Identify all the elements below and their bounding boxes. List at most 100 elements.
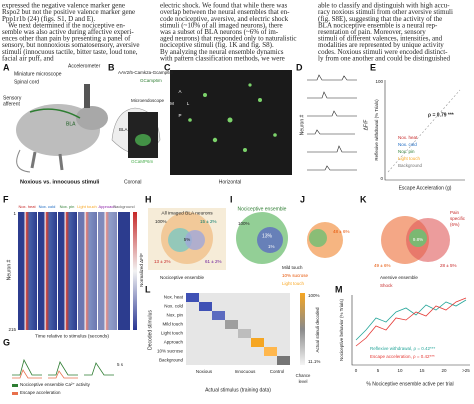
mouse-illustration xyxy=(16,84,108,173)
body-line: nociceptive stimuli (fig. 1K and fig. S8… xyxy=(160,41,274,49)
venn-circle xyxy=(309,229,327,247)
text-layer: expressed the negative valence marker ge… xyxy=(2,2,470,396)
figure-text: Nociceptive ensemble xyxy=(238,206,287,212)
figure-text: Nox. cold xyxy=(39,204,56,209)
figure-text: Spinal cord xyxy=(14,79,39,85)
figure-text: 100% xyxy=(155,219,167,224)
cell xyxy=(243,148,247,152)
heatmap-column xyxy=(38,212,57,330)
withdrawal-line xyxy=(355,299,467,341)
confusion-matrix xyxy=(186,293,305,365)
cell xyxy=(212,137,218,143)
figure-text: 61 ± 2% xyxy=(205,259,221,264)
figure-text: 0 xyxy=(380,176,383,181)
venn-circle xyxy=(168,228,192,252)
body-line: (fig. S8E), suggesting that the activity… xyxy=(318,15,442,23)
panel-label: C xyxy=(164,62,171,72)
axes xyxy=(384,80,465,181)
body-line: BLA nociceptive ensemble is a neural rep… xyxy=(318,21,438,29)
body-line: expressed the negative valence marker ge… xyxy=(2,2,125,10)
figure-text: P xyxy=(178,113,181,118)
figure-text: Mild touch xyxy=(282,265,303,270)
body-line: was a subset of BLA neurons (~6% of im- xyxy=(160,28,279,36)
figure-text: afferent xyxy=(3,101,20,107)
matrix-cell xyxy=(238,329,251,338)
figure-text: Nociceptive ensemble Ca²⁺ activity xyxy=(20,382,91,387)
figure-text: Background xyxy=(113,204,134,209)
trace xyxy=(307,91,357,99)
figure-text: 5% xyxy=(184,237,191,242)
panel-label: D xyxy=(296,62,303,72)
figure-text: Control xyxy=(270,369,285,374)
figure-text: 100 xyxy=(375,79,383,84)
heatmap-column xyxy=(78,212,97,330)
microscope xyxy=(84,84,90,108)
figure-text: Chance xyxy=(296,373,311,378)
cell xyxy=(227,117,233,123)
venn-circle xyxy=(185,230,205,250)
figure-text: Actual stimuli decoded xyxy=(315,307,320,353)
figure-text: 10% sucrose xyxy=(282,273,309,278)
spinal-cord xyxy=(29,108,81,119)
body-line: aged neurons) that responded only to nat… xyxy=(160,35,296,43)
figure-text: Nox. heat xyxy=(18,204,36,209)
heatmap-column xyxy=(58,212,77,330)
figure-text: Noxious vs. innocuous stimuli xyxy=(20,179,100,185)
calcium-traces xyxy=(307,74,357,171)
figure-text: Background xyxy=(398,163,423,168)
body-line: overlap between the neural ensembles tha… xyxy=(160,8,290,16)
figure-text: 20 xyxy=(441,368,447,373)
figure-text: Horizontal xyxy=(219,179,242,185)
figure-text: >25 xyxy=(462,368,470,373)
cells xyxy=(188,83,277,152)
body-line: with pattern classification methods, we … xyxy=(160,54,285,62)
figure-text: Nox. heat xyxy=(398,135,418,140)
figure-text: Mild touch xyxy=(162,322,183,327)
figure-text: 100% xyxy=(238,221,250,226)
figure-text: GCamp6m xyxy=(140,78,162,83)
cell xyxy=(273,133,277,137)
body-line: modalities are represented by unique act… xyxy=(318,41,444,49)
figure-text: 13% xyxy=(262,233,273,239)
mouse-head xyxy=(76,106,108,130)
figure-text: Normalized ΔF/F xyxy=(139,253,144,287)
figure-text: Actual stimulus (training data) xyxy=(205,387,271,393)
figure-text: 1 xyxy=(13,211,16,216)
figure-text: Nox. cold xyxy=(398,142,417,147)
panel-label: A xyxy=(3,62,10,72)
bla-expression xyxy=(135,134,151,146)
figure-text: L xyxy=(187,101,190,106)
figure-text: 10 xyxy=(397,368,403,373)
figure-text: Nox. pin xyxy=(398,149,415,154)
body-line: We next determined if the nociceptive en… xyxy=(8,21,126,29)
figure-text: Background xyxy=(159,358,184,363)
body-line: sensory, but nonnoxious somatosensory, a… xyxy=(2,41,140,49)
legs xyxy=(30,151,64,171)
figure-text: Reflexive withdrawal, ρ = 0.42*** xyxy=(370,346,435,351)
body-line: By analyzing the neural ensemble dynamic… xyxy=(160,48,284,56)
body-line: code nociceptive, aversive, and electric… xyxy=(160,15,289,23)
figure-text: Coronal xyxy=(124,179,142,185)
cell xyxy=(188,118,192,122)
body-line: resentation of pain. Moreover, sensory xyxy=(318,28,426,36)
figure-text: 0 xyxy=(355,368,358,373)
figure-text: 15 ± 2% xyxy=(200,219,216,224)
panel-label: G xyxy=(3,337,10,347)
figure-text: Microendoscope xyxy=(131,98,165,103)
figure-text: Light touch xyxy=(161,331,184,336)
figure-text: 10% sucrose xyxy=(157,349,184,354)
heatmap-column xyxy=(98,212,117,330)
body-line: able to classify and distinguish with hi… xyxy=(318,2,450,10)
body-line: facial air puff, and xyxy=(2,54,54,62)
trace xyxy=(307,129,355,135)
figure-text: Aversive ensemble xyxy=(380,275,418,280)
colorbar xyxy=(133,212,137,330)
figure-text: 49 ± 6% xyxy=(374,263,390,268)
panel-label: H xyxy=(145,194,152,204)
figure-text: (6%) xyxy=(450,222,460,227)
venn-circle xyxy=(406,218,450,262)
trace xyxy=(48,370,78,379)
axes xyxy=(351,295,470,366)
body-line: stimuli of different valences, intensiti… xyxy=(318,35,443,43)
